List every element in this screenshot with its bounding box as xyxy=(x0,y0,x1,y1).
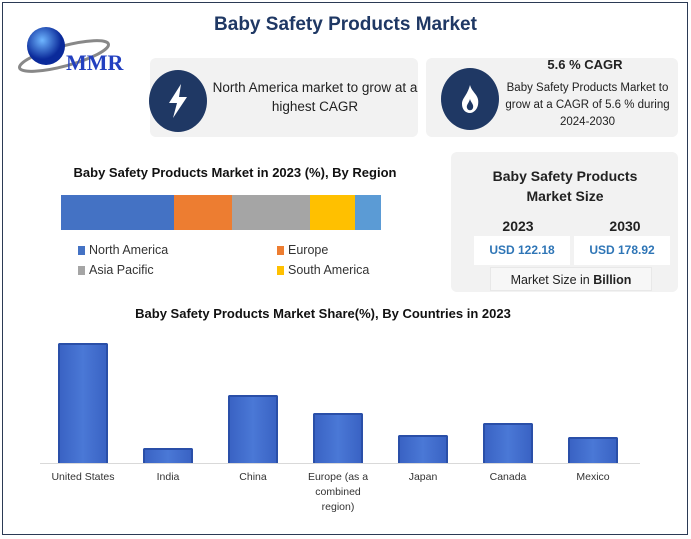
bar-mexico xyxy=(568,436,618,463)
legend-swatch xyxy=(277,245,284,255)
legend-swatch xyxy=(78,265,85,275)
lightning-icon xyxy=(149,70,207,132)
cagr-text: Baby Safety Products Market to grow at a… xyxy=(505,82,670,128)
x-tick-label: United States xyxy=(51,471,115,483)
legend-europe: Europe xyxy=(277,243,328,257)
country-chart-title: Baby Safety Products Market Share(%), By… xyxy=(135,306,511,321)
cagr-heading: 5.6 % CAGR xyxy=(547,57,623,72)
region-chart-title: Baby Safety Products Market in 2023 (%),… xyxy=(73,165,397,180)
x-tick-label: Japan xyxy=(408,471,438,483)
legend-swatch xyxy=(78,245,85,255)
x-tick-label: India xyxy=(156,471,180,483)
legend-asia-pacific: Asia Pacific xyxy=(78,263,154,277)
legend-swatch xyxy=(277,265,284,275)
segment-south-america xyxy=(309,195,356,230)
value-2023: USD 122.18 xyxy=(474,236,570,265)
bar-india xyxy=(143,447,193,463)
bar-canada xyxy=(483,423,533,463)
legend-label: South America xyxy=(288,263,370,277)
region-stacked-bar xyxy=(61,195,381,230)
segment-north-america xyxy=(61,195,175,230)
x-tick-label: Mexico xyxy=(576,471,610,483)
x-tick-label: China xyxy=(239,471,267,483)
segment-europe xyxy=(174,195,233,230)
legend-label: Asia Pacific xyxy=(89,263,154,277)
x-tick-label: Europe (as a combined region) xyxy=(307,471,369,513)
year-2030: 2030 xyxy=(609,218,641,234)
legend-north-america: North America xyxy=(78,243,168,257)
bar-china xyxy=(228,395,278,463)
flame-icon xyxy=(441,68,499,130)
value-2030: USD 178.92 xyxy=(574,236,670,265)
segment-other xyxy=(355,195,381,230)
unit-bold: Billion xyxy=(593,273,632,287)
legend-south-america: South America xyxy=(277,263,369,277)
market-size-unit: Market Size in Billion xyxy=(490,267,652,291)
year-2023: 2023 xyxy=(502,218,534,234)
unit-prefix: Market Size in xyxy=(510,273,594,287)
mmr-logo: MMR xyxy=(14,26,134,76)
x-axis-baseline xyxy=(40,463,640,464)
market-size-title: Baby Safety Products Market Size xyxy=(492,168,638,204)
svg-text:MMR: MMR xyxy=(66,50,125,75)
growth-text: North America market to grow at a highes… xyxy=(212,80,418,114)
bar-europe xyxy=(313,413,363,463)
page-title: Baby Safety Products Market xyxy=(214,14,477,35)
bar-united xyxy=(58,342,108,463)
segment-asia-pacific xyxy=(232,195,310,230)
bar-japan xyxy=(398,434,448,463)
legend-label: Europe xyxy=(288,243,329,257)
legend-label: North America xyxy=(89,243,169,257)
x-tick-label: Canada xyxy=(489,471,527,483)
